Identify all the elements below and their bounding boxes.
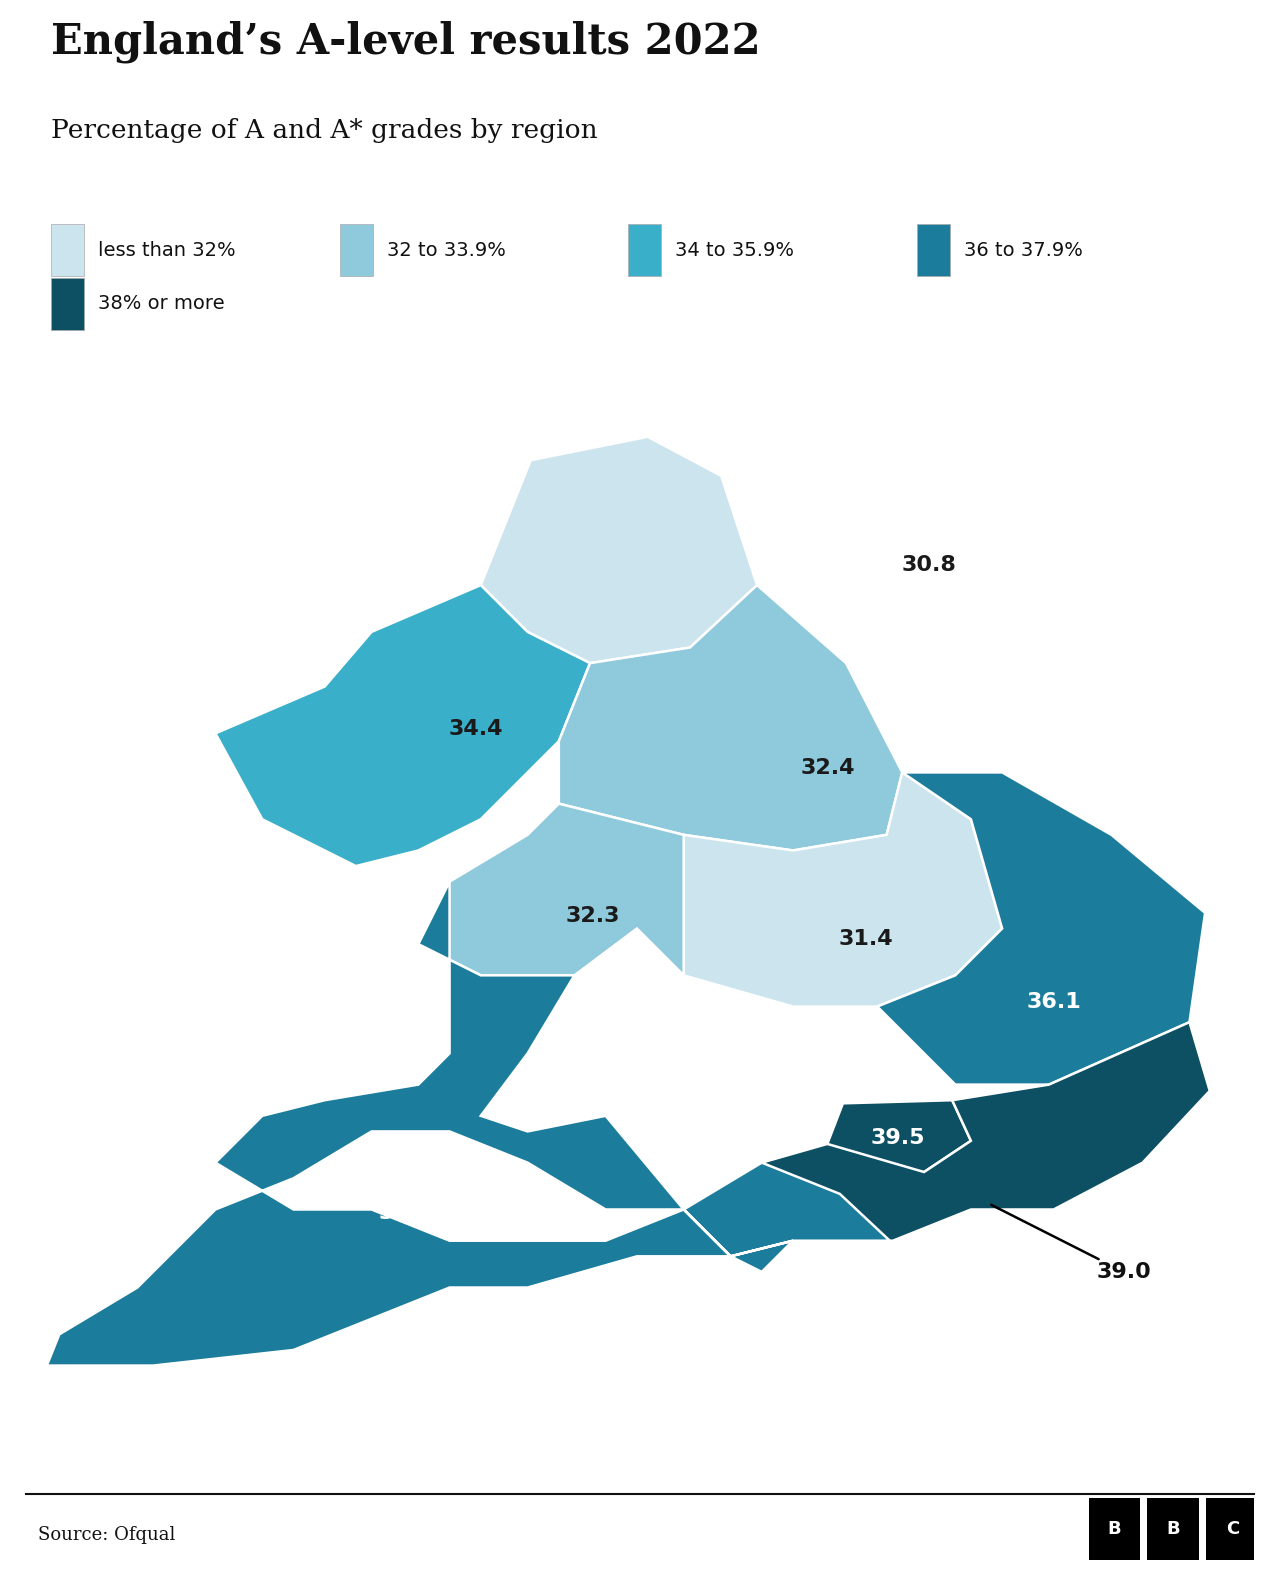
FancyBboxPatch shape <box>51 224 84 276</box>
FancyBboxPatch shape <box>339 224 372 276</box>
Text: Source: Ofqual: Source: Ofqual <box>38 1526 175 1544</box>
Text: 38% or more: 38% or more <box>99 294 225 313</box>
Text: 31.4: 31.4 <box>838 929 893 950</box>
Polygon shape <box>637 773 1002 1006</box>
Polygon shape <box>47 882 890 1365</box>
Polygon shape <box>215 585 590 866</box>
Polygon shape <box>684 1022 1210 1256</box>
Text: 32 to 33.9%: 32 to 33.9% <box>387 240 506 259</box>
Polygon shape <box>481 436 756 664</box>
Polygon shape <box>877 773 1204 1084</box>
Text: 32.4: 32.4 <box>800 758 855 777</box>
Text: 36.1: 36.1 <box>1027 992 1082 1011</box>
Text: B: B <box>1166 1520 1180 1539</box>
Polygon shape <box>559 585 902 850</box>
FancyBboxPatch shape <box>1207 1498 1258 1561</box>
FancyBboxPatch shape <box>1147 1498 1199 1561</box>
FancyBboxPatch shape <box>51 278 84 330</box>
Text: 39.0: 39.0 <box>991 1206 1151 1281</box>
Polygon shape <box>419 804 684 975</box>
Text: 30.8: 30.8 <box>901 555 956 575</box>
Text: B: B <box>1107 1520 1121 1539</box>
Text: 34 to 35.9%: 34 to 35.9% <box>676 240 795 259</box>
Text: Percentage of A and A* grades by region: Percentage of A and A* grades by region <box>51 118 598 144</box>
Text: 36 to 37.9%: 36 to 37.9% <box>964 240 1083 259</box>
FancyBboxPatch shape <box>628 224 662 276</box>
Text: England’s A-level results 2022: England’s A-level results 2022 <box>51 21 760 63</box>
Text: C: C <box>1226 1520 1239 1539</box>
Text: less than 32%: less than 32% <box>99 240 236 259</box>
Text: 32.3: 32.3 <box>566 905 621 926</box>
FancyBboxPatch shape <box>916 224 950 276</box>
FancyBboxPatch shape <box>1088 1498 1140 1561</box>
Text: 34.4: 34.4 <box>449 719 503 739</box>
Polygon shape <box>827 1100 972 1172</box>
Text: 36.0: 36.0 <box>379 1202 434 1223</box>
Text: 39.5: 39.5 <box>870 1128 925 1147</box>
